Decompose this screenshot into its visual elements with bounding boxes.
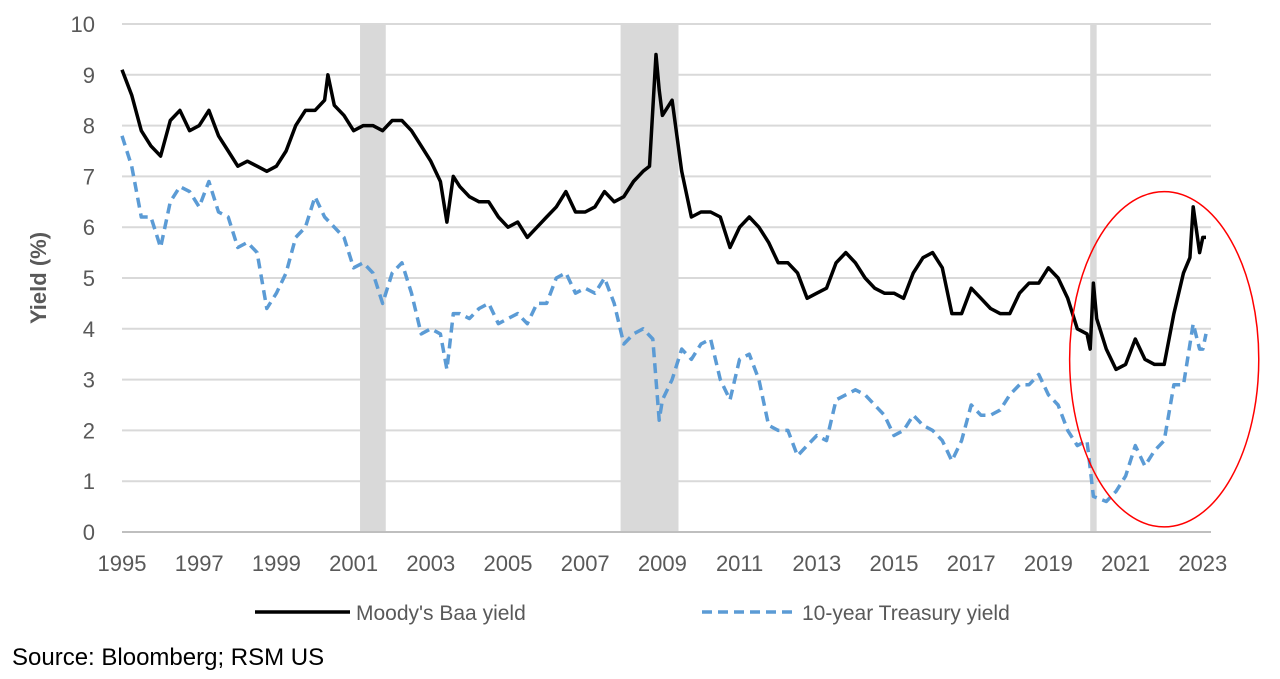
y-tick-label: 3 <box>83 368 95 393</box>
annotations <box>1068 190 1260 528</box>
x-tick-label: 2013 <box>792 551 841 576</box>
source-note: Source: Bloomberg; RSM US <box>12 644 325 671</box>
y-axis-ticks: 0 1 2 3 4 5 6 7 8 9 10 <box>71 12 95 545</box>
x-tick-label: 2015 <box>870 551 919 576</box>
x-tick-label: 1999 <box>252 551 301 576</box>
x-tick-label: 2011 <box>716 551 763 576</box>
y-tick-label: 6 <box>83 215 95 240</box>
y-tick-label: 2 <box>83 418 95 443</box>
x-tick-label: 1995 <box>98 551 147 576</box>
x-tick-label: 2005 <box>484 551 533 576</box>
legend: Moody's Baa yield 10-year Treasury yield <box>255 602 1010 625</box>
legend-label-baa: Moody's Baa yield <box>356 602 526 625</box>
highlight-ellipse <box>1068 190 1260 528</box>
y-tick-label: 0 <box>83 520 95 545</box>
x-tick-label: 2017 <box>947 551 996 576</box>
y-tick-label: 5 <box>83 266 95 291</box>
x-tick-label: 2003 <box>406 551 455 576</box>
yield-chart: 0 1 2 3 4 5 6 7 8 9 10 1995 1997 1999 2001 2003 2005 200… <box>26 12 1260 625</box>
series-lines <box>120 52 1208 504</box>
x-tick-label: 1997 <box>175 551 224 576</box>
x-tick-label: 2023 <box>1178 551 1227 576</box>
x-tick-label: 2007 <box>561 551 610 576</box>
x-axis-ticks: 1995 1997 1999 2001 2003 2005 2007 2009 2011 2013… <box>98 551 1228 576</box>
y-tick-label: 9 <box>83 63 95 88</box>
y-tick-label: 8 <box>83 114 95 139</box>
series-line-treasury <box>120 135 1208 504</box>
series-line-baa <box>120 52 1206 372</box>
y-axis-title: Yield (%) <box>26 232 51 324</box>
x-tick-label: 2001 <box>329 551 378 576</box>
x-tick-label: 2021 <box>1101 551 1150 576</box>
y-tick-label: 7 <box>83 164 95 189</box>
x-tick-label: 2019 <box>1024 551 1073 576</box>
x-tick-label: 2009 <box>638 551 687 576</box>
y-tick-label: 10 <box>71 12 95 37</box>
gridlines <box>122 23 1211 533</box>
y-tick-label: 1 <box>83 469 95 494</box>
y-tick-label: 4 <box>83 317 95 342</box>
legend-label-treasury: 10-year Treasury yield <box>802 602 1010 625</box>
